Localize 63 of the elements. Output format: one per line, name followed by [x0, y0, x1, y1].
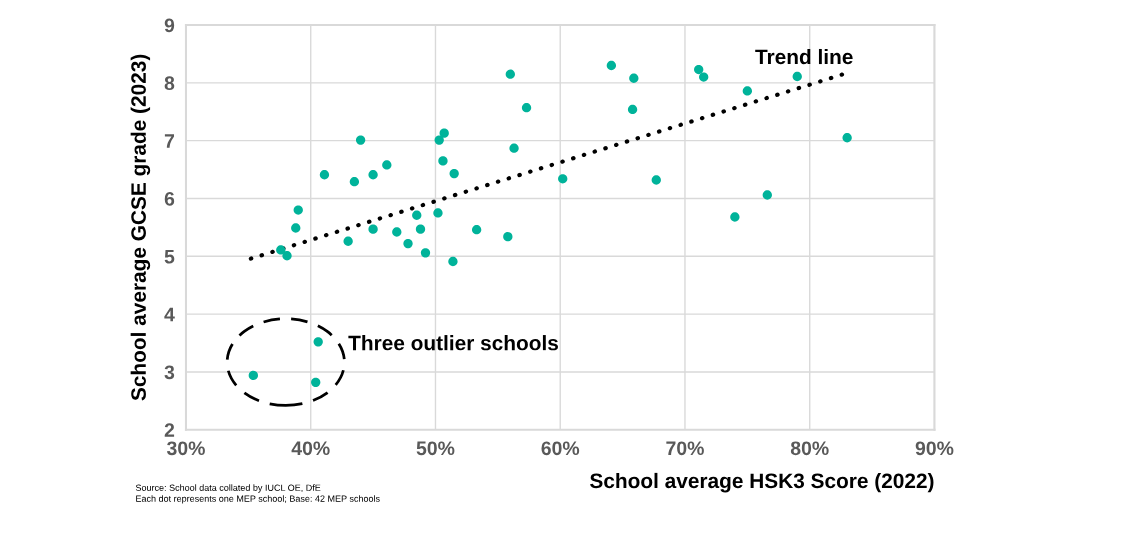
text: Each dot represents one MEP school; Base: 42 MEP schools — [136, 495, 380, 504]
point — [382, 160, 392, 170]
point — [439, 128, 449, 138]
point — [415, 224, 426, 234]
y-tick-label: 4 — [164, 307, 175, 322]
point — [503, 231, 513, 242]
point — [276, 245, 286, 255]
y-tick-label: 2 — [164, 423, 175, 437]
point — [606, 60, 617, 71]
point — [368, 224, 378, 234]
point — [291, 223, 301, 233]
point — [313, 337, 323, 347]
point — [792, 71, 802, 82]
point — [762, 190, 772, 200]
point — [392, 227, 402, 237]
point — [355, 135, 366, 145]
y-tick-label: 7 — [164, 134, 175, 148]
point — [742, 86, 753, 96]
x-tick-label: 60% — [541, 441, 580, 456]
y-tick-label: 3 — [164, 365, 175, 380]
point — [448, 256, 458, 267]
point — [412, 210, 422, 220]
point — [505, 69, 515, 79]
point — [438, 156, 448, 166]
x-tick-label: 90% — [915, 441, 954, 456]
point — [842, 133, 852, 143]
y-tick-label: 8 — [164, 76, 175, 91]
point — [449, 168, 459, 179]
x-axis-title: School average HSK3 Score (2022) — [590, 472, 934, 493]
point — [434, 135, 444, 145]
y-axis-title: School average GCSE grade (2023) — [130, 54, 151, 401]
y-tick-label: 9 — [164, 18, 175, 33]
point — [349, 177, 360, 187]
point — [433, 208, 443, 218]
point — [730, 212, 740, 222]
point — [282, 251, 292, 261]
annotation: Trend line — [755, 48, 853, 65]
annotation: Three outlier schools — [348, 335, 558, 351]
point — [509, 143, 519, 153]
x-tick-label: 40% — [291, 441, 330, 456]
point — [248, 370, 258, 381]
point — [471, 225, 482, 235]
point — [293, 205, 303, 215]
point — [627, 104, 638, 115]
point — [521, 103, 532, 113]
point — [699, 72, 709, 82]
point — [403, 238, 413, 249]
point — [343, 236, 353, 246]
y-tick-label: 6 — [164, 191, 175, 206]
source-note: Source: School data collated by IUCL OE, DfE — [135, 484, 321, 493]
point — [651, 175, 661, 185]
y-tick-label: 5 — [164, 249, 175, 264]
x-tick-label: 80% — [790, 441, 829, 456]
x-tick-label: 50% — [416, 441, 455, 456]
x-tick-label: 30% — [166, 441, 205, 456]
point — [694, 64, 704, 75]
point — [311, 377, 321, 388]
point — [558, 174, 568, 184]
point — [420, 248, 431, 258]
point — [629, 73, 639, 83]
x-tick-label: 70% — [666, 441, 704, 456]
point — [319, 170, 330, 180]
point — [368, 170, 378, 180]
